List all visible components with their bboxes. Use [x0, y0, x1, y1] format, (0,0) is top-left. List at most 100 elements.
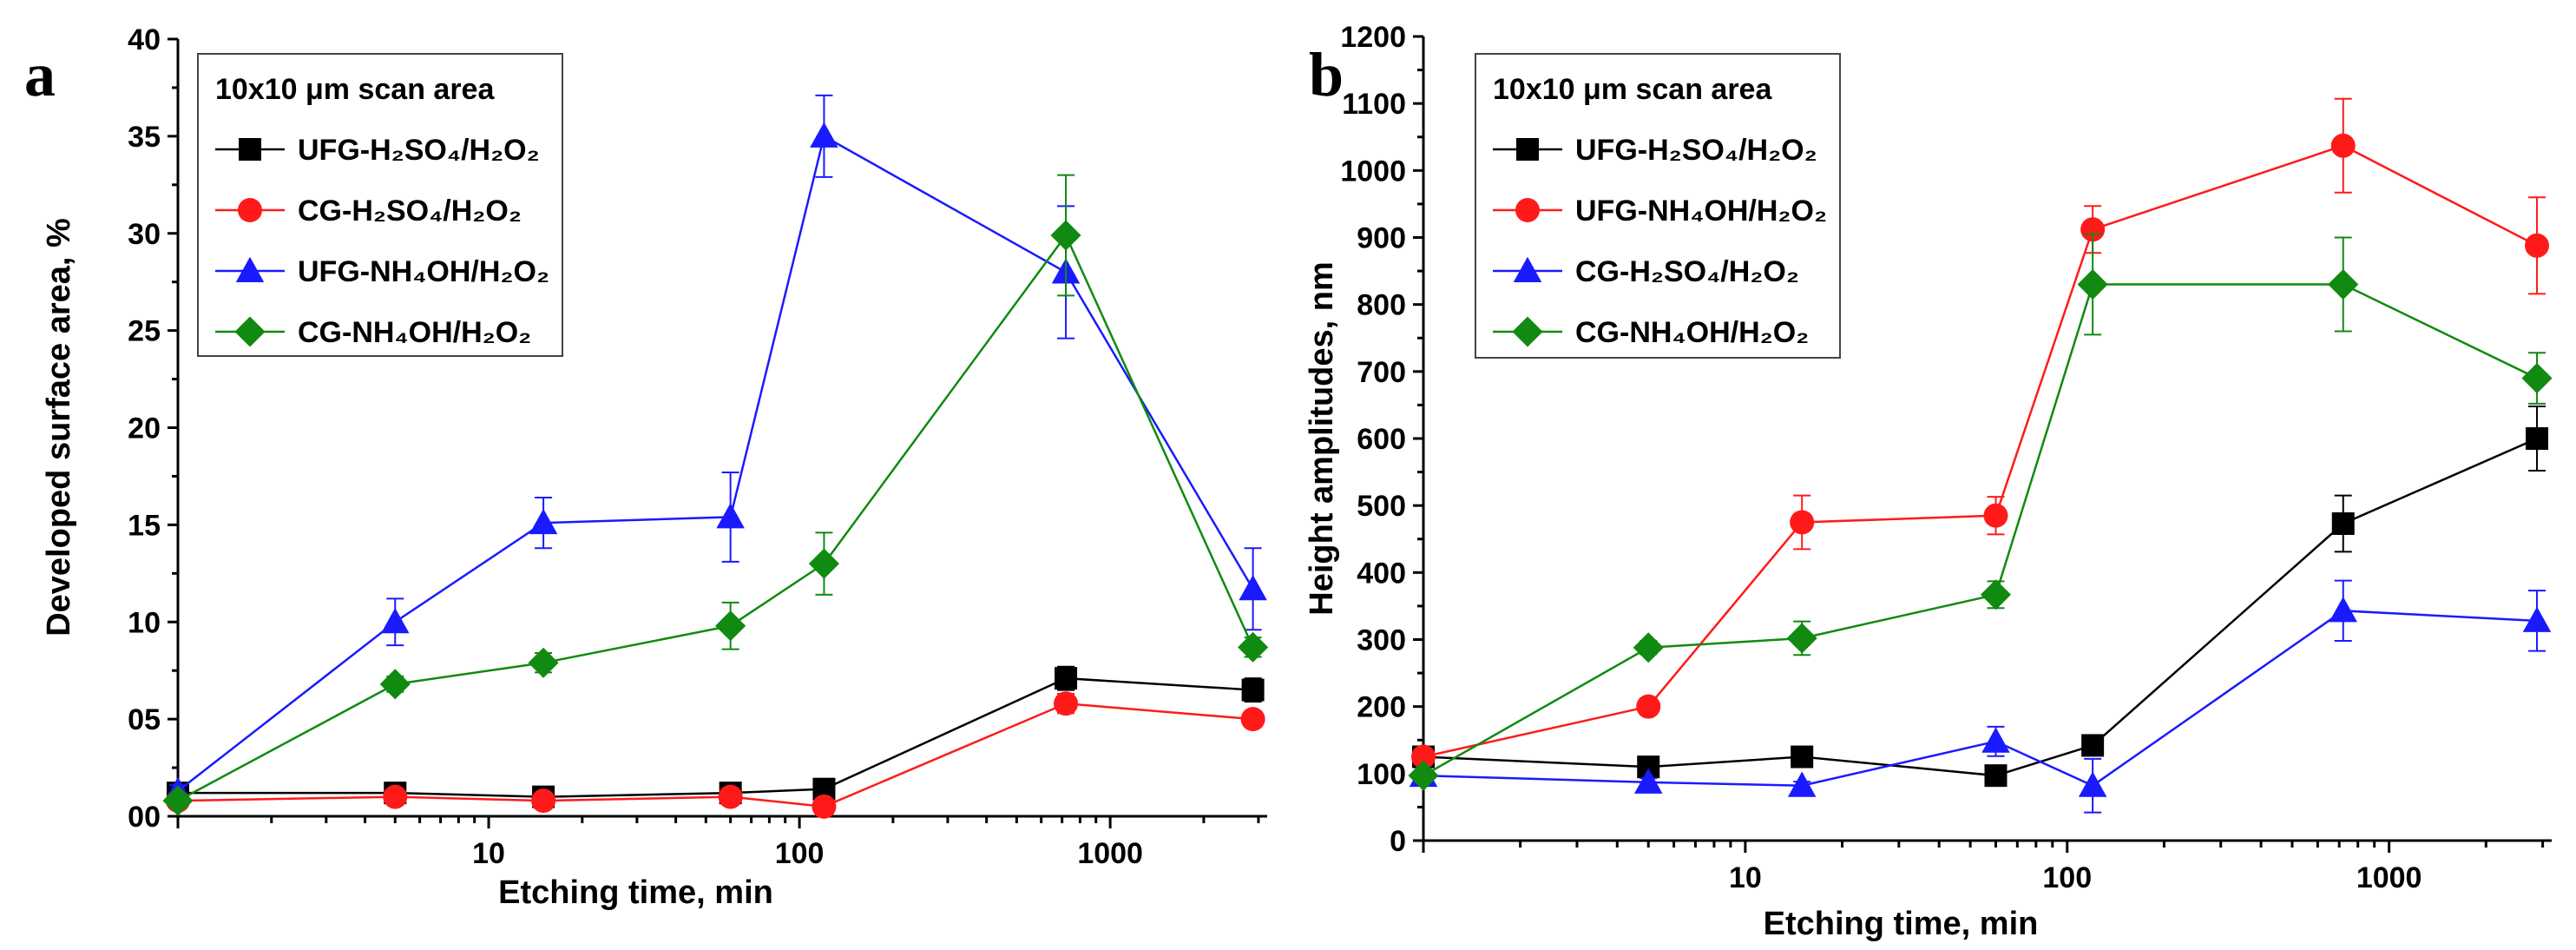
data-point — [1055, 667, 1078, 690]
y-tick-label: 30 — [128, 218, 161, 251]
data-point — [2526, 427, 2549, 450]
data-point — [1633, 632, 1664, 663]
series-2 — [1411, 97, 2550, 769]
data-point — [2078, 771, 2107, 797]
data-point — [1241, 678, 1265, 702]
panel-a-label: a — [24, 40, 56, 109]
legend-label: CG-NH₄OH/H₂O₂ — [1575, 316, 1809, 349]
y-tick-label: 600 — [1357, 423, 1406, 456]
y-tick-label: 40 — [128, 23, 161, 56]
x-tick-label: 1000 — [1077, 837, 1143, 870]
data-point — [810, 122, 838, 148]
data-point — [1408, 760, 1439, 791]
x-tick-label: 10 — [472, 837, 505, 870]
data-point — [1980, 579, 2012, 610]
data-point — [1636, 694, 1661, 719]
data-point — [379, 669, 411, 700]
data-point — [1981, 727, 2010, 753]
data-point — [2525, 233, 2550, 258]
legend-title: 10x10 μm scan area — [215, 73, 495, 106]
legend-marker — [234, 316, 266, 347]
legend-label: UFG-NH₄OH/H₂O₂ — [298, 255, 549, 288]
y-tick-label: 1000 — [1340, 155, 1406, 188]
series-line — [178, 676, 1253, 798]
x-tick-label: 100 — [2042, 861, 2092, 894]
series-1 — [167, 665, 1265, 808]
x-axis-title: Etching time, min — [1764, 906, 2039, 942]
y-tick-label: 20 — [128, 412, 161, 445]
panel-b-label: b — [1309, 40, 1344, 109]
data-point — [1411, 744, 1436, 769]
data-point — [1238, 631, 1269, 663]
y-tick-label: 35 — [128, 121, 161, 154]
y-tick-label: 05 — [128, 703, 161, 736]
legend-marker — [235, 256, 265, 282]
data-point — [1633, 768, 1663, 794]
data-point — [716, 503, 745, 529]
data-point — [2331, 512, 2355, 536]
series-line — [177, 702, 1253, 808]
series-4 — [1408, 233, 2553, 791]
data-point — [531, 788, 556, 814]
y-tick-label: 300 — [1357, 624, 1406, 657]
data-point — [381, 608, 410, 634]
data-point — [2522, 606, 2552, 632]
legend-label: CG-H₂SO₄/H₂O₂ — [1575, 255, 1799, 288]
legend-marker — [1516, 138, 1539, 161]
legend: 10x10 μm scan area UFG-H₂SO₄/H₂O₂ CG-H₂SO₄… — [197, 53, 563, 357]
x-tick-label: 1000 — [2356, 861, 2422, 894]
legend-marker — [1512, 316, 1543, 347]
data-point — [162, 785, 194, 816]
legend-marker — [239, 138, 261, 161]
data-point — [2330, 133, 2356, 158]
data-point — [812, 794, 837, 819]
data-point — [715, 610, 746, 642]
y-tick-label: 900 — [1357, 222, 1406, 255]
series-line — [1423, 610, 2538, 788]
data-point — [1786, 623, 1817, 654]
y-tick-label: 1100 — [1342, 88, 1406, 121]
data-point — [1791, 745, 1814, 769]
data-point — [2329, 597, 2357, 623]
y-tick-label: 15 — [128, 509, 161, 542]
data-point — [383, 784, 408, 809]
data-point — [528, 647, 559, 678]
legend-marker — [1513, 256, 1542, 282]
series-line — [1423, 437, 2538, 777]
data-point — [718, 784, 743, 809]
y-tick-label: 25 — [128, 315, 161, 348]
y-tick-label: 1200 — [1340, 21, 1406, 54]
data-point — [1983, 503, 2008, 528]
data-point — [2521, 363, 2553, 394]
x-tick-label: 10 — [1729, 861, 1762, 894]
legend-label: UFG-NH₄OH/H₂O₂ — [1575, 195, 1827, 228]
x-tick-label: 100 — [775, 837, 825, 870]
series-3 — [1409, 579, 2552, 814]
chart-panel-b: 0 100 200 300 400 500 600 700 800 900 1000 1100 1200… — [1304, 21, 2553, 942]
chart-panel-a: 00 05 10 15 20 25 30 35 40 10 100 1000 Etching time,… — [41, 23, 1269, 911]
legend-title: 10x10 μm scan area — [1493, 73, 1772, 106]
legend: 10x10 μm scan area UFG-H₂SO₄/H₂O₂ UFG-NH₄O… — [1475, 53, 1841, 359]
legend-marker — [1515, 198, 1540, 222]
data-point — [1787, 771, 1817, 797]
y-tick-label: 100 — [1357, 758, 1406, 791]
data-point — [1239, 574, 1267, 601]
y-tick-label: 700 — [1357, 356, 1406, 389]
y-tick-label: 500 — [1357, 490, 1406, 523]
data-point — [1790, 510, 1815, 535]
y-tick-label: 00 — [128, 801, 161, 834]
legend-marker — [238, 198, 262, 222]
y-axis-title: Height amplitudes, nm — [1304, 261, 1340, 615]
series-4 — [162, 174, 1269, 816]
series-1 — [1412, 405, 2549, 788]
data-point — [2081, 734, 2105, 757]
data-point — [808, 548, 839, 579]
data-point — [529, 508, 558, 535]
data-point — [2328, 268, 2359, 300]
data-point — [1054, 691, 1079, 716]
data-point — [1984, 764, 2008, 788]
legend-label: CG-H₂SO₄/H₂O₂ — [298, 195, 522, 228]
y-axis-title: Developed surface area, % — [41, 218, 77, 637]
legend-label: UFG-H₂SO₄/H₂O₂ — [1575, 134, 1817, 167]
